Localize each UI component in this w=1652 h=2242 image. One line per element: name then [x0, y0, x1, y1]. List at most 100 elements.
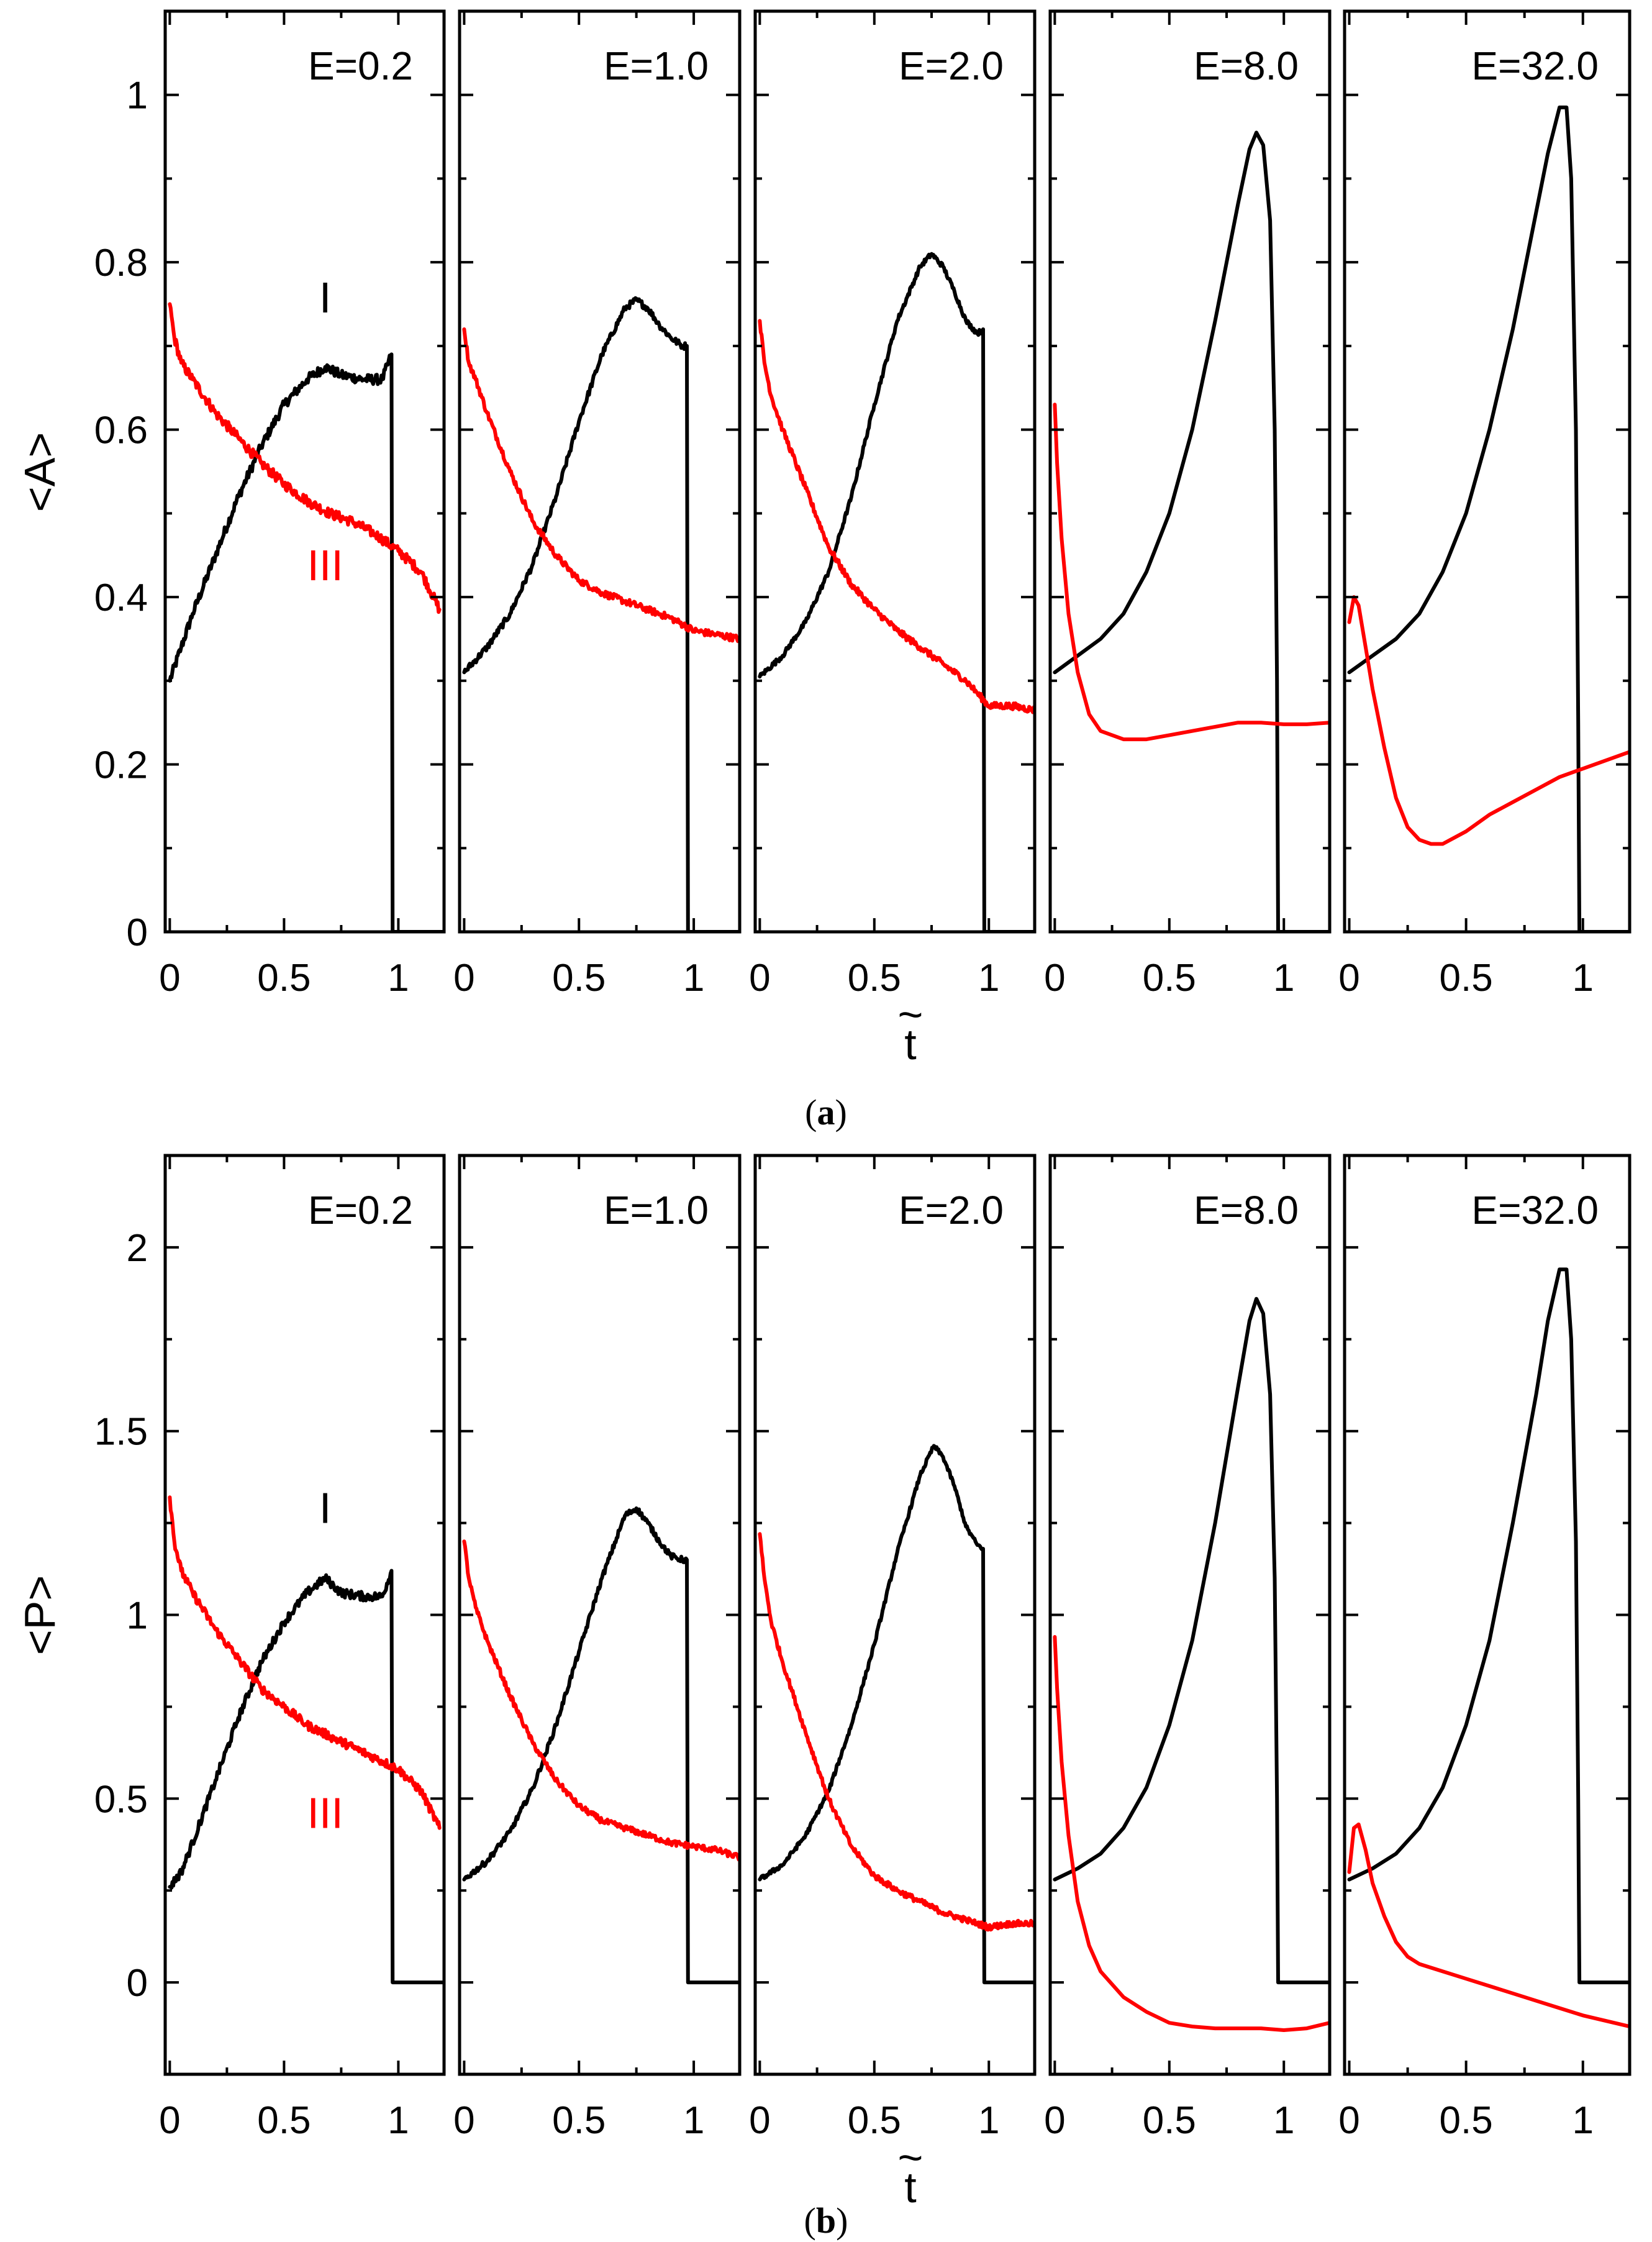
- series-III-line: [1347, 595, 1630, 846]
- x-tick-label: 1: [1573, 957, 1594, 1000]
- series-III-line: [758, 319, 1035, 714]
- series-III-line: [462, 1539, 740, 1862]
- x-tick-label: 1: [1273, 2099, 1294, 2142]
- panel-title: E=8.0: [1194, 1188, 1299, 1233]
- panel-frame: [1048, 9, 1332, 934]
- x-axis-label: t: [904, 1020, 916, 1069]
- series-I-line: [462, 296, 740, 932]
- x-tick-label: 1: [683, 2099, 704, 2142]
- x-tick-label: 0: [159, 2099, 180, 2142]
- y-axis-label: <P>: [16, 1575, 64, 1655]
- series-III-line: [1053, 403, 1330, 742]
- x-tick-label: 0.5: [1143, 2099, 1196, 2142]
- series-III-line: [1053, 1635, 1330, 2032]
- x-tick-label: 0.5: [1440, 957, 1493, 1000]
- x-tick-label: 1: [388, 2099, 409, 2142]
- x-tick-label: 0.5: [552, 2099, 606, 2142]
- x-axis-label: t: [904, 2163, 916, 2212]
- x-tick-label: 1: [978, 2099, 999, 2142]
- series-I-line: [1053, 130, 1330, 932]
- series-III-line: [168, 302, 442, 614]
- panel-5: 0 0.5 1 E=32.0: [1338, 9, 1632, 1000]
- series-I-line: [1347, 105, 1630, 932]
- x-tick-label: 1: [978, 957, 999, 1000]
- y-tick-label: 1.5: [94, 1411, 148, 1454]
- series-III-line: [758, 1532, 1035, 1932]
- panel-title: E=8.0: [1194, 43, 1299, 88]
- y-tick-label: 0: [127, 911, 148, 954]
- panel-4: 0 0.5 1 E=8.0: [1044, 9, 1332, 1000]
- x-tick-label: 1: [683, 957, 704, 1000]
- x-tick-label: 0: [1044, 2099, 1065, 2142]
- panel-2: 0 0.5 1 E=1.0: [453, 9, 742, 1000]
- x-tick-label: 0.5: [552, 957, 606, 1000]
- panel-2: 0 0.5 1 E=1.0: [453, 1154, 742, 2142]
- x-tick-label: 0: [453, 2099, 474, 2142]
- panel-3: 0 0.5 1 E=2.0: [749, 9, 1037, 1000]
- panel-frame: [1343, 9, 1632, 934]
- curve-label-III: III: [307, 1789, 343, 1838]
- panel-title: E=2.0: [899, 1188, 1004, 1233]
- x-tick-label: 0: [1338, 957, 1359, 1000]
- x-tick-label: 0: [453, 957, 474, 1000]
- x-tick-label: 0: [1044, 957, 1065, 1000]
- panel-5: 0 0.5 1 E=32.0: [1338, 1154, 1632, 2142]
- figure-caption: (a): [805, 1092, 847, 1132]
- curve-label-I: I: [319, 273, 331, 322]
- y-tick-label: 0.2: [94, 744, 148, 787]
- series-I-line: [462, 1506, 740, 1985]
- series-III-line: [168, 1495, 442, 1830]
- x-axis-label-accent: ~: [898, 2133, 924, 2182]
- panel-3: 0 0.5 1 E=2.0: [749, 1154, 1037, 2142]
- panel-4: 0 0.5 1 E=8.0: [1044, 1154, 1332, 2142]
- panel-title: E=1.0: [604, 43, 709, 88]
- panel-title: E=0.2: [308, 43, 413, 88]
- series-III-line: [1347, 1822, 1630, 2029]
- series-I-line: [1053, 1296, 1330, 1985]
- y-tick-label: 1: [127, 1595, 148, 1638]
- x-tick-label: 1: [388, 957, 409, 1000]
- panel-title: E=0.2: [308, 1188, 413, 1233]
- panel-1: 0 0.5 1 E=0.2: [159, 9, 446, 1000]
- y-tick-label: 1: [127, 75, 148, 117]
- y-tick-label: 0.4: [94, 576, 148, 619]
- panel-title: E=2.0: [899, 43, 1004, 88]
- x-tick-label: 0: [1338, 2099, 1359, 2142]
- x-tick-label: 0.5: [848, 957, 901, 1000]
- x-tick-label: 0.5: [1143, 957, 1196, 1000]
- x-tick-label: 0: [749, 957, 770, 1000]
- x-tick-label: 0.5: [257, 957, 311, 1000]
- y-tick-label: 0.6: [94, 409, 148, 452]
- chart-a: 0 0.5 1 E=0.2 0 0.5 1 E=1.0 0 0.5 1 E=2.0 0 0.5 1 E=8.0…: [16, 9, 1632, 1132]
- series-III-line: [462, 327, 740, 644]
- panel-title: E=32.0: [1471, 1188, 1599, 1233]
- y-tick-label: 0: [127, 1962, 148, 2005]
- series-I-line: [168, 352, 444, 932]
- y-tick-label: 2: [127, 1227, 148, 1270]
- y-tick-label: 0.5: [94, 1778, 148, 1821]
- chart-b: 0 0.5 1 E=0.2 0 0.5 1 E=1.0 0 0.5 1 E=2.0 0 0.5 1 E=8.0…: [16, 1154, 1632, 2241]
- curve-label-III: III: [307, 541, 343, 590]
- series-I-line: [758, 252, 1035, 932]
- panel-1: 0 0.5 1 E=0.2: [159, 1154, 446, 2142]
- series-I-line: [1347, 1267, 1630, 1985]
- x-tick-label: 0.5: [257, 2099, 311, 2142]
- panel-title: E=32.0: [1471, 43, 1599, 88]
- curve-label-I: I: [319, 1484, 331, 1533]
- x-tick-label: 0: [159, 957, 180, 1000]
- panel-frame: [458, 9, 742, 934]
- y-axis-label: <A>: [16, 432, 64, 512]
- panel-frame: [163, 9, 446, 934]
- x-tick-label: 1: [1573, 2099, 1594, 2142]
- panel-title: E=1.0: [604, 1188, 709, 1233]
- series-I-line: [758, 1444, 1035, 1985]
- x-tick-label: 1: [1273, 957, 1294, 1000]
- panel-frame: [753, 9, 1037, 934]
- y-tick-label: 0.8: [94, 242, 148, 285]
- x-axis-label-accent: ~: [898, 990, 924, 1039]
- x-tick-label: 0: [749, 2099, 770, 2142]
- figure-caption: (b): [804, 2200, 848, 2241]
- x-tick-label: 0.5: [1440, 2099, 1493, 2142]
